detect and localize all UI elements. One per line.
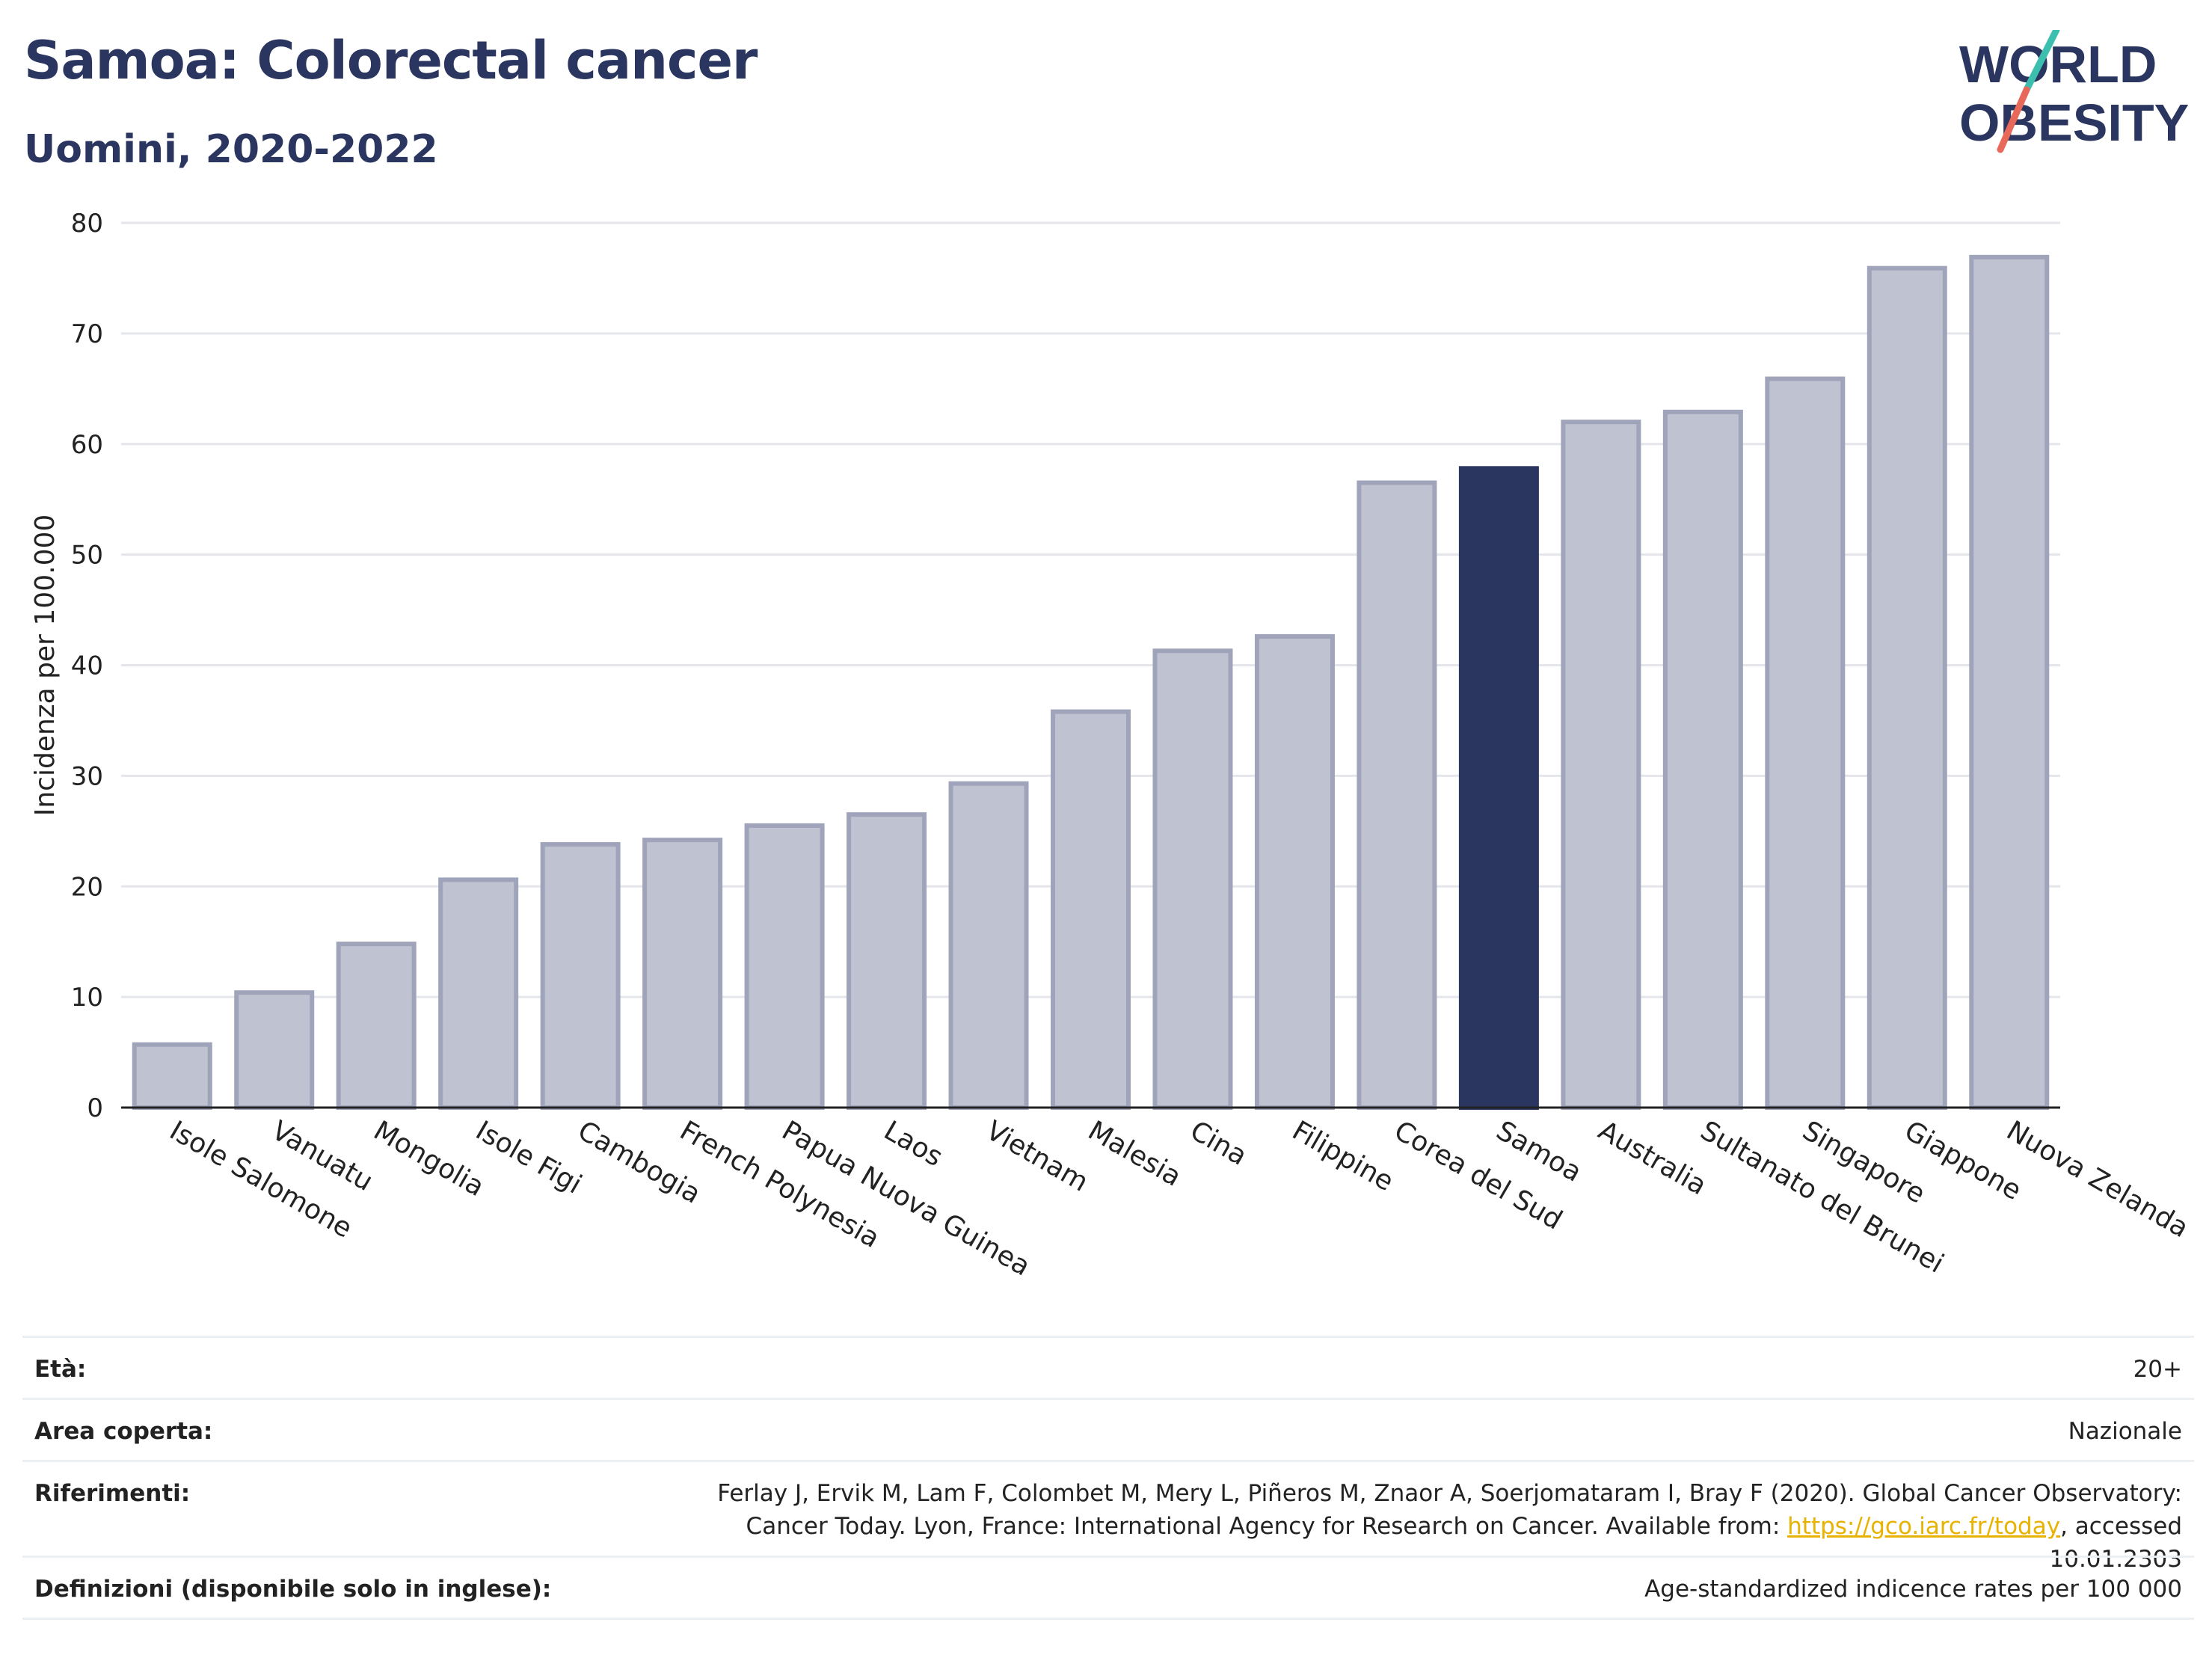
bar-australia[interactable] [1561, 420, 1641, 1110]
meta-references-label: Riferimenti: [34, 1480, 191, 1507]
bar-laos[interactable] [847, 812, 927, 1110]
meta-age-value: 20+ [2133, 1356, 2182, 1383]
meta-row-references: Riferimenti: Ferlay J, Ervik M, Lam F, C… [22, 1460, 2194, 1573]
x-tick-label: Isole Salomone [165, 1115, 357, 1244]
meta-references-value: Ferlay J, Ervik M, Lam F, Colombet M, Me… [642, 1477, 2182, 1576]
meta-definitions-value: Age-standardized indicence rates per 100… [1644, 1576, 2182, 1603]
y-tick-label: 60 [71, 430, 103, 460]
chart-title: Samoa: Colorectal cancer [24, 30, 758, 91]
references-accessed: , accessed 10.01.2303 [2049, 1513, 2183, 1573]
bar-samoa[interactable] [1458, 466, 1539, 1110]
bar-vietnam[interactable] [948, 781, 1029, 1110]
y-tick-label: 30 [71, 761, 103, 791]
meta-definitions-label: Definizioni (disponibile solo in inglese… [34, 1576, 552, 1603]
bar-nuova-zelanda[interactable] [1969, 254, 2050, 1110]
meta-age-label: Età: [34, 1356, 87, 1383]
bar-sultanato-del-brunei[interactable] [1662, 409, 1743, 1110]
x-tick-label: Australia [1593, 1115, 1711, 1201]
bar-corea-del-sud[interactable] [1357, 480, 1437, 1110]
y-tick-label: 80 [71, 209, 103, 239]
bars [132, 254, 2050, 1111]
bar-giappone[interactable] [1867, 265, 1947, 1110]
bar-malesia[interactable] [1051, 709, 1131, 1110]
y-tick-label: 10 [71, 983, 103, 1013]
meta-row-area: Area coperta: Nazionale [22, 1398, 2194, 1460]
bar-filippine[interactable] [1254, 634, 1335, 1110]
y-axis-ticks: 0 10 20 30 40 50 60 70 80 [71, 209, 103, 1123]
meta-area-label: Area coperta: [34, 1418, 213, 1445]
meta-bottom-border [22, 1618, 2194, 1620]
x-tick-label: Mongolia [369, 1115, 490, 1203]
references-link[interactable]: https://gco.iarc.fr/today [1787, 1513, 2061, 1540]
meta-row-age: Età: 20+ [22, 1336, 2194, 1398]
x-tick-label: Corea del Sud [1389, 1115, 1567, 1235]
x-tick-label: Cina [1185, 1115, 1252, 1172]
bar-chart: 0 10 20 30 40 50 60 70 80 Isole SalomoneVanuatuM… [30, 209, 2194, 1283]
logo-text-obesity: OBESITY [1959, 93, 2189, 152]
y-axis-label: Incidenza per 100.000 [30, 515, 61, 817]
x-tick-label: Vietnam [981, 1115, 1093, 1198]
x-tick-label: Malesia [1083, 1115, 1186, 1193]
x-tick-label: Filippine [1287, 1115, 1398, 1197]
metadata-table: Età: 20+ Area coperta: Nazionale Riferim… [22, 1336, 2194, 1620]
bar-singapore[interactable] [1765, 376, 1846, 1111]
bar-mongolia[interactable] [336, 942, 417, 1111]
bar-cambogia[interactable] [540, 842, 621, 1110]
meta-row-definitions: Definizioni (disponibile solo in inglese… [22, 1556, 2194, 1618]
references-text: Ferlay J, Ervik M, Lam F, Colombet M, Me… [717, 1480, 2182, 1540]
y-tick-label: 40 [71, 651, 103, 681]
logo-text-world: WORLD [1959, 35, 2157, 93]
y-tick-label: 50 [71, 541, 103, 571]
bar-french-polynesia[interactable] [642, 838, 723, 1110]
bar-vanuatu[interactable] [234, 990, 315, 1110]
y-tick-label: 70 [71, 319, 103, 349]
world-obesity-logo: WORLD OBESITY [1959, 30, 2189, 153]
chart-subtitle: Uomini, 2020-2022 [24, 127, 438, 172]
x-tick-label: Nuova Zelanda [2001, 1115, 2193, 1244]
bar-isole-figi[interactable] [438, 877, 519, 1110]
meta-area-value: Nazionale [2068, 1418, 2182, 1445]
bar-papua-nuova-guinea[interactable] [744, 823, 825, 1110]
x-tick-label: Isole Figi [470, 1115, 587, 1200]
bar-cina[interactable] [1152, 648, 1233, 1110]
y-tick-label: 20 [71, 872, 103, 902]
bar-isole-salomone[interactable] [132, 1042, 212, 1111]
y-tick-label: 0 [87, 1093, 103, 1123]
x-tick-label: Laos [879, 1115, 947, 1173]
